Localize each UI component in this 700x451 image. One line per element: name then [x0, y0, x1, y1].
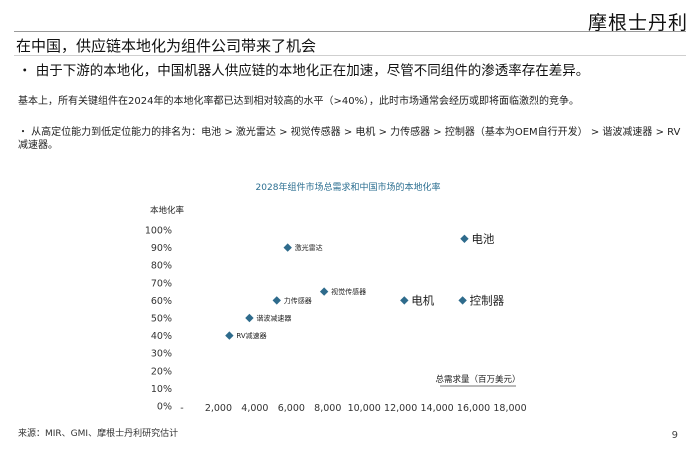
y-tick-labels: 0% 10% 20% 30% 40% 50% 60% 70% 80% 90% 100%: [145, 226, 172, 413]
y-tick-label: 90%: [151, 243, 172, 254]
y-tick-label: 10%: [151, 384, 172, 395]
x-tick-label: 14,000: [420, 403, 453, 414]
scatter-point: [225, 331, 234, 340]
x-tick-label: 10,000: [348, 403, 381, 414]
x-tick-label: 8,000: [314, 403, 341, 414]
point-label: 控制器: [470, 293, 505, 307]
y-tick-label: 60%: [151, 296, 172, 307]
scatter-point: [283, 243, 292, 252]
y-axis-label: 本地化率: [150, 205, 185, 216]
x-tick-label: 4,000: [241, 403, 268, 414]
x-tick-label: 6,000: [278, 403, 305, 414]
x-axis-label: 总需求量（百万美元）: [435, 374, 520, 385]
point-label: 力传感器: [284, 296, 312, 305]
point-label: 视觉传感器: [331, 287, 366, 296]
y-tick-label: 0%: [157, 402, 172, 413]
brand-logo-text: 摩根士丹利: [587, 12, 688, 34]
point-label: 电机: [411, 293, 434, 307]
scatter-point: [245, 313, 254, 323]
x-tick-label: 18,000: [493, 403, 526, 414]
y-tick-label: 50%: [151, 314, 172, 325]
scatter-chart: 2028年组件市场总需求和中国市场的本地化率 本地化率 总需求量（百万美元） 0…: [145, 181, 527, 414]
bullet-ranking: ・ 从高定位能力到低定位能力的排名为：电池 > 激光雷达 > 视觉传感器 > 电…: [18, 127, 681, 151]
scatter-point: [400, 296, 409, 305]
y-tick-label: 40%: [151, 331, 172, 342]
x-tick-labels: - 2,000 4,000 6,000 8,000 10,000 12,000 14,000 1…: [180, 403, 526, 414]
y-tick-label: 100%: [145, 226, 172, 237]
page-title: 在中国，供应链本地化为组件公司带来了机会: [16, 37, 317, 55]
bullet-localization: ・ 由于下游的本地化，中国机器人供应链的本地化正在加速，尽管不同组件的渗透率存在…: [18, 63, 590, 79]
x-tick-label: 16,000: [457, 403, 490, 414]
header-rule-top: [14, 31, 686, 32]
x-tick-label: 2,000: [205, 403, 232, 414]
paragraph-localization-level: 基本上，所有关键组件在2024年的本地化率都已达到相对较高的水平（>40%），此…: [18, 96, 580, 107]
scatter-point: [458, 296, 467, 305]
y-tick-label: 70%: [151, 278, 172, 289]
point-label: 谐波减速器: [256, 314, 291, 323]
header-rule-bottom: [14, 55, 686, 56]
point-label: RV减速器: [236, 331, 266, 340]
x-tick-label: 12,000: [384, 403, 417, 414]
source-note: 来源：MIR、GMI、摩根士丹利研究估计: [18, 429, 179, 439]
chart-title: 2028年组件市场总需求和中国市场的本地化率: [256, 181, 441, 193]
y-tick-label: 20%: [151, 366, 172, 377]
x-tick-label: -: [180, 403, 183, 414]
y-tick-label: 80%: [151, 261, 172, 272]
page-number: 9: [671, 430, 678, 441]
point-label: 激光雷达: [295, 243, 323, 252]
scatter-point: [272, 296, 281, 305]
scatter-point: [460, 234, 469, 243]
y-tick-label: 30%: [151, 349, 172, 360]
point-label: 电池: [471, 232, 494, 246]
scatter-point: [319, 287, 329, 296]
